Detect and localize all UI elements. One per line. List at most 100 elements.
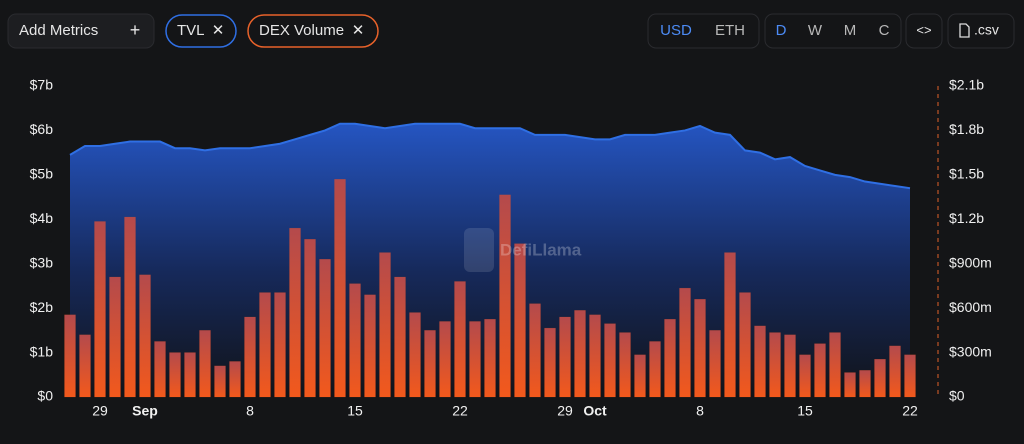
bar xyxy=(739,292,751,398)
bar xyxy=(349,283,361,398)
bar xyxy=(319,259,331,398)
watermark: DefiLlama xyxy=(500,240,582,259)
y2-tick-label: $300m xyxy=(949,343,992,359)
plot-area xyxy=(64,122,916,398)
y-tick-label: $1b xyxy=(30,343,54,359)
bar xyxy=(514,243,526,398)
x-tick-label: Oct xyxy=(583,403,607,419)
bar xyxy=(784,334,796,398)
bar xyxy=(184,352,196,398)
bar xyxy=(754,325,766,398)
y-tick-label: $6b xyxy=(30,121,54,137)
embed-button[interactable] xyxy=(905,13,943,49)
chip-close[interactable]: ✕ xyxy=(352,22,365,39)
bar xyxy=(79,334,91,398)
metric-chip-label: TVL xyxy=(177,22,205,39)
bar xyxy=(874,358,886,398)
bar xyxy=(649,341,661,398)
x-tick-label: 22 xyxy=(902,403,918,419)
bar xyxy=(634,354,646,398)
csv-button[interactable] xyxy=(947,13,1015,49)
x-tick-label: 15 xyxy=(797,403,813,419)
bar xyxy=(529,303,541,398)
y-tick-label: $7b xyxy=(30,77,54,93)
bar xyxy=(394,276,406,398)
bar xyxy=(364,294,376,398)
embed-label: <> xyxy=(916,22,931,37)
bar xyxy=(889,345,901,398)
bar xyxy=(229,361,241,398)
chip-close[interactable]: ✕ xyxy=(212,22,225,39)
bar xyxy=(709,330,721,398)
bar xyxy=(859,370,871,398)
bar xyxy=(484,319,496,398)
y-tick-label: $5b xyxy=(30,166,54,182)
bar xyxy=(154,341,166,398)
bar xyxy=(244,316,256,398)
y2-tick-label: $1.2b xyxy=(949,210,984,226)
bar xyxy=(829,332,841,398)
bar xyxy=(259,292,271,398)
bar xyxy=(679,287,691,398)
bar xyxy=(619,332,631,398)
metric-chip-label: DEX Volume xyxy=(259,22,344,39)
x-tick-label: 29 xyxy=(557,403,573,419)
add-icon: + xyxy=(130,20,141,40)
x-tick-label: 8 xyxy=(246,403,254,419)
bar xyxy=(664,319,676,398)
bar xyxy=(124,216,136,398)
bar xyxy=(199,330,211,398)
metric-chip[interactable] xyxy=(247,14,379,48)
bar xyxy=(289,227,301,398)
y2-tick-label: $600m xyxy=(949,299,992,315)
bar xyxy=(439,321,451,398)
bar xyxy=(424,330,436,398)
bar xyxy=(304,239,316,398)
y2-tick-label: $900m xyxy=(949,254,992,270)
watermark-icon xyxy=(464,228,494,272)
currency-option[interactable]: USD xyxy=(660,22,692,39)
bar xyxy=(559,316,571,398)
bar xyxy=(769,332,781,398)
y-tick-label: $2b xyxy=(30,299,54,315)
bar xyxy=(694,299,706,398)
add-metrics-button[interactable] xyxy=(7,13,155,49)
y-tick-label: $3b xyxy=(30,254,54,270)
bar xyxy=(469,321,481,398)
bar xyxy=(499,194,511,398)
bar xyxy=(574,310,586,398)
bar xyxy=(139,274,151,398)
bar xyxy=(724,252,736,398)
y2-tick-label: $1.5b xyxy=(949,166,984,182)
bar xyxy=(409,312,421,398)
y2-tick-label: $2.1b xyxy=(949,77,984,93)
bar xyxy=(844,372,856,398)
interval-option[interactable]: M xyxy=(844,22,857,39)
bar xyxy=(169,352,181,398)
bar xyxy=(379,252,391,398)
bar xyxy=(274,292,286,398)
x-tick-label: 8 xyxy=(696,403,704,419)
metric-chip[interactable] xyxy=(165,14,237,48)
bar xyxy=(334,179,346,398)
bar xyxy=(589,314,601,398)
bar xyxy=(109,276,121,398)
bar xyxy=(799,354,811,398)
y2-tick-label: $0 xyxy=(949,388,965,404)
add-metrics-label: Add Metrics xyxy=(19,22,98,39)
y-tick-label: $0 xyxy=(37,388,53,404)
interval-option[interactable]: W xyxy=(808,22,823,39)
interval-option[interactable]: C xyxy=(879,22,890,39)
bar xyxy=(904,354,916,398)
y-tick-label: $4b xyxy=(30,210,54,226)
bar xyxy=(64,314,76,398)
bar xyxy=(94,221,106,398)
file-icon xyxy=(959,23,970,38)
interval-option[interactable]: D xyxy=(776,22,787,39)
bar xyxy=(454,281,466,398)
bar xyxy=(544,327,556,398)
bar xyxy=(604,323,616,398)
currency-option[interactable]: ETH xyxy=(715,22,745,39)
x-tick-label: Sep xyxy=(132,403,158,419)
area-line xyxy=(69,122,911,190)
